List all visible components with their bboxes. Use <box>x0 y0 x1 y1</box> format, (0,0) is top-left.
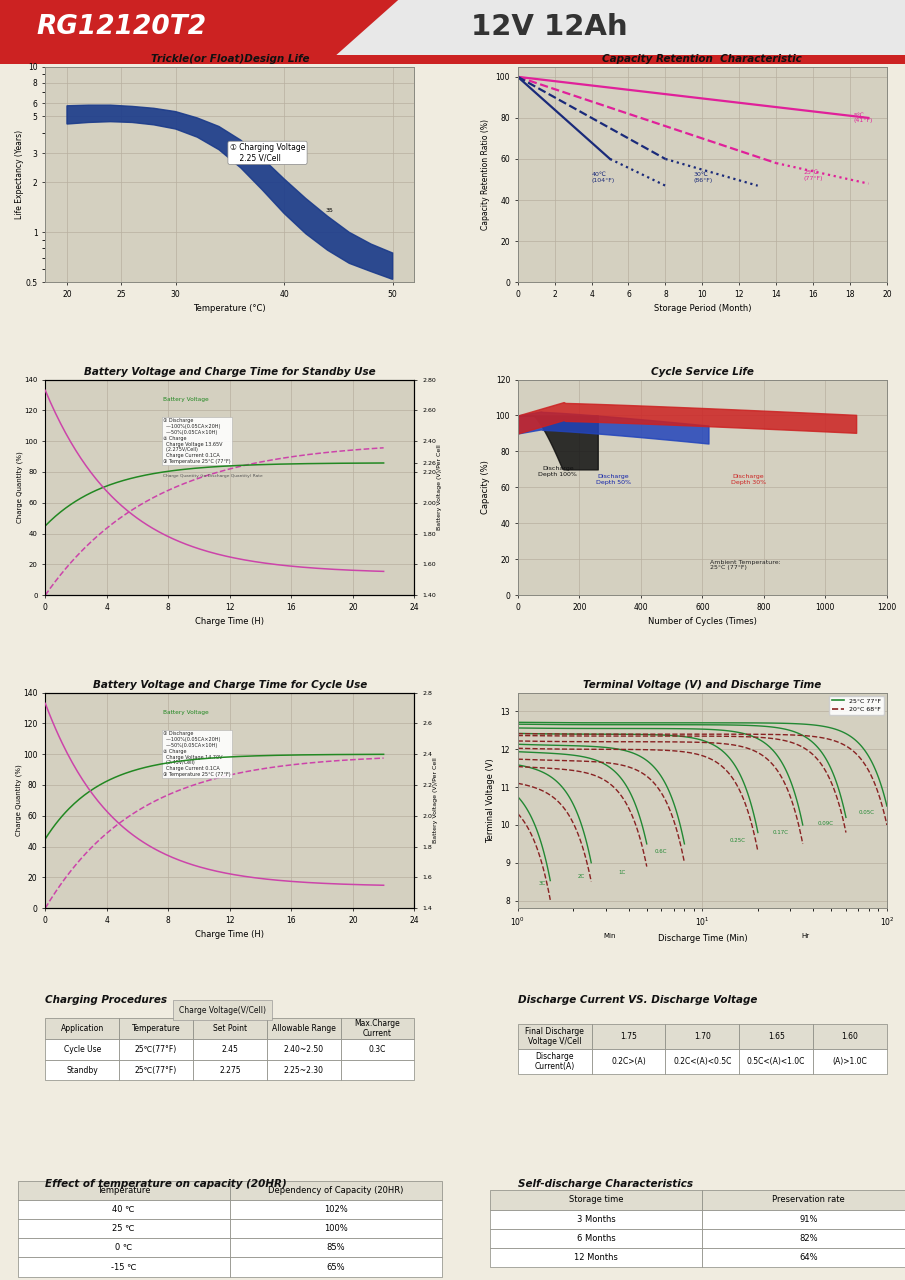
Text: ① Charging Voltage
    2.25 V/Cell: ① Charging Voltage 2.25 V/Cell <box>230 143 305 163</box>
Text: ① Discharge
  —100%(0.05CA×20H)
  —50%(0.05CA×10H)
② Charge
  Charge Voltage 13.: ① Discharge —100%(0.05CA×20H) —50%(0.05C… <box>164 419 231 463</box>
Text: 3C: 3C <box>538 882 546 887</box>
Polygon shape <box>0 0 398 56</box>
Y-axis label: Battery Voltage (V)/Per Cell: Battery Voltage (V)/Per Cell <box>437 444 443 530</box>
X-axis label: Temperature (°C): Temperature (°C) <box>194 305 266 314</box>
Text: Battery Voltage: Battery Voltage <box>164 397 209 402</box>
Text: Battery Voltage: Battery Voltage <box>164 710 209 716</box>
Title: Trickle(or Float)Design Life: Trickle(or Float)Design Life <box>150 54 310 64</box>
Text: 25℃
(77°F): 25℃ (77°F) <box>804 170 824 180</box>
Legend: 25°C 77°F, 20°C 68°F: 25°C 77°F, 20°C 68°F <box>829 695 884 714</box>
Text: 0.09C: 0.09C <box>817 820 834 826</box>
Y-axis label: Battery Voltage (V)/Per Cell: Battery Voltage (V)/Per Cell <box>433 758 438 844</box>
Title: Capacity Retention  Characteristic: Capacity Retention Characteristic <box>603 54 802 64</box>
Y-axis label: Life Expectancy (Years): Life Expectancy (Years) <box>15 129 24 219</box>
Title: Terminal Voltage (V) and Discharge Time: Terminal Voltage (V) and Discharge Time <box>583 681 822 690</box>
Text: Min: Min <box>604 933 616 940</box>
X-axis label: Charge Time (H): Charge Time (H) <box>195 617 264 626</box>
Text: Self-discharge Characteristics: Self-discharge Characteristics <box>518 1179 692 1189</box>
Text: Discharge
Depth 50%: Discharge Depth 50% <box>595 474 631 485</box>
X-axis label: Number of Cycles (Times): Number of Cycles (Times) <box>648 617 757 626</box>
Polygon shape <box>67 105 393 279</box>
Text: Discharge
Depth 30%: Discharge Depth 30% <box>731 474 766 485</box>
X-axis label: Charge Time (H): Charge Time (H) <box>195 931 264 940</box>
Text: RG12120T2: RG12120T2 <box>36 14 206 40</box>
Text: Hr: Hr <box>802 933 810 940</box>
Text: 0.05C: 0.05C <box>858 810 874 814</box>
Text: 12V 12Ah: 12V 12Ah <box>471 13 627 41</box>
Title: Battery Voltage and Charge Time for Standby Use: Battery Voltage and Charge Time for Stan… <box>84 367 376 378</box>
X-axis label: Storage Period (Month): Storage Period (Month) <box>653 305 751 314</box>
Y-axis label: Terminal Voltage (V): Terminal Voltage (V) <box>486 758 495 842</box>
Text: 35: 35 <box>325 207 333 212</box>
Title: Cycle Service Life: Cycle Service Life <box>651 367 754 378</box>
Text: 0.17C: 0.17C <box>773 831 788 836</box>
Y-axis label: Capacity Retention Ratio (%): Capacity Retention Ratio (%) <box>481 119 491 230</box>
Text: 1C: 1C <box>618 870 625 876</box>
Text: 2C: 2C <box>577 874 585 879</box>
Text: ① Discharge
  —100%(0.05CA×20H)
  —50%(0.05CA×10H)
② Charge
  Charge Voltage 14.: ① Discharge —100%(0.05CA×20H) —50%(0.05C… <box>164 731 231 777</box>
Text: Effect of temperature on capacity (20HR): Effect of temperature on capacity (20HR) <box>45 1179 287 1189</box>
Text: 0.25C: 0.25C <box>729 838 746 844</box>
Text: Discharge Current VS. Discharge Voltage: Discharge Current VS. Discharge Voltage <box>518 995 757 1005</box>
Title: Battery Voltage and Charge Time for Cycle Use: Battery Voltage and Charge Time for Cycl… <box>92 681 367 690</box>
Text: 5℃
(41°F): 5℃ (41°F) <box>853 113 873 123</box>
Text: 30℃
(86°F): 30℃ (86°F) <box>693 172 712 183</box>
Y-axis label: Charge Quantity (%): Charge Quantity (%) <box>16 452 23 524</box>
Text: Ambient Temperature:
25°C (77°F): Ambient Temperature: 25°C (77°F) <box>710 559 780 571</box>
Text: 0.6C: 0.6C <box>654 850 667 854</box>
Y-axis label: Capacity (%): Capacity (%) <box>481 461 491 515</box>
Text: Charge Quantity (to Discharge Quantity) Rate: Charge Quantity (to Discharge Quantity) … <box>164 474 263 477</box>
X-axis label: Discharge Time (Min): Discharge Time (Min) <box>658 934 748 943</box>
Text: Discharge
Depth 100%: Discharge Depth 100% <box>538 466 577 476</box>
Text: 40℃
(104°F): 40℃ (104°F) <box>592 172 614 183</box>
Y-axis label: Charge Quantity (%): Charge Quantity (%) <box>15 764 22 836</box>
Text: Charging Procedures: Charging Procedures <box>45 995 167 1005</box>
Text: Charge Voltage(V/Cell): Charge Voltage(V/Cell) <box>179 1006 266 1015</box>
